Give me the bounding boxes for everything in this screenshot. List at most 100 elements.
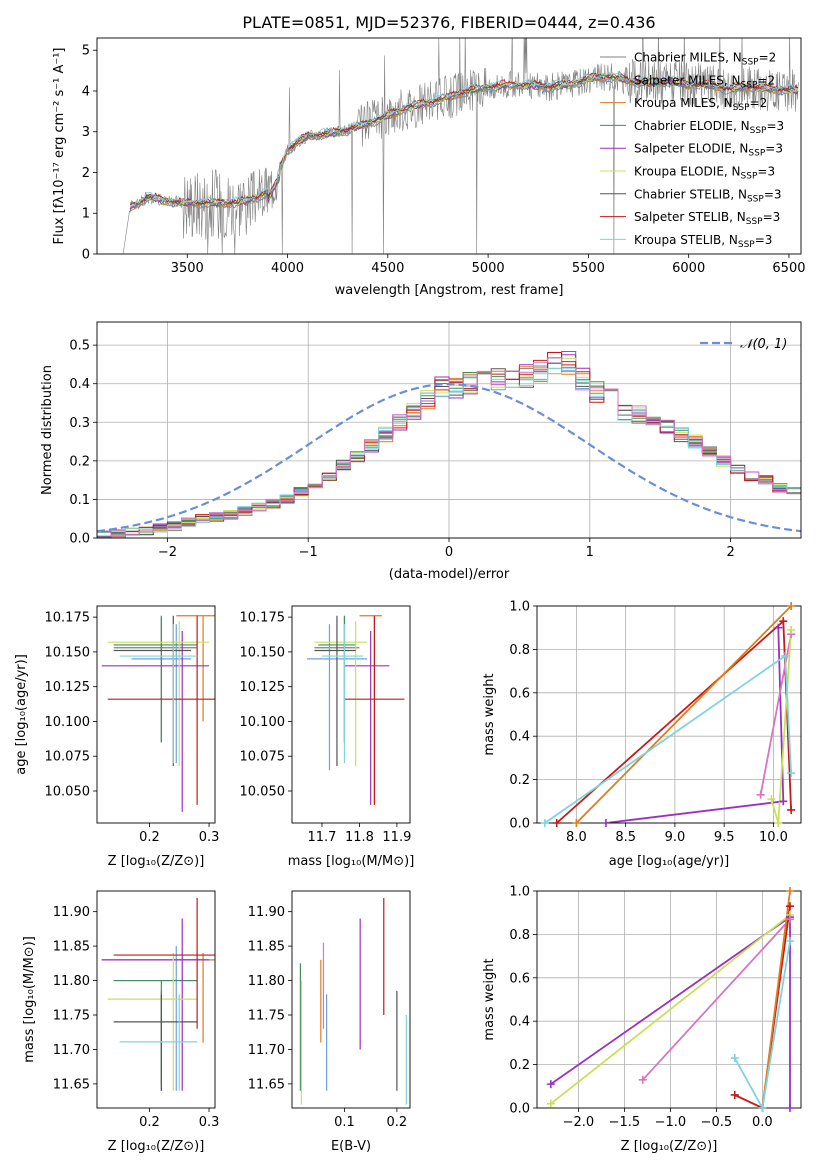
weight-marker: [787, 602, 796, 610]
y-tick-label: 10.175: [240, 611, 286, 626]
x-tick-label: 11.9: [382, 830, 411, 845]
x-tick-label: 0.3: [199, 830, 220, 845]
weight-marker: [785, 936, 794, 945]
y-tick-label: 0.2: [509, 1058, 530, 1073]
model-spectrum-line: [129, 72, 799, 206]
x-tick-label: 5000: [472, 261, 505, 276]
axes-frame: [291, 605, 411, 824]
y-tick-label: 0.6: [509, 971, 530, 986]
weight-marker: [785, 887, 794, 895]
y-tick-label: 4: [82, 84, 90, 99]
y-tick-label: 10.050: [240, 785, 286, 800]
weight-line: [605, 627, 785, 823]
weight-marker: [787, 805, 796, 814]
weight-line: [734, 940, 791, 1108]
weight-marker: [730, 1090, 739, 1099]
x-tick-label: 8.0: [566, 830, 587, 845]
x-tick-label: 1: [586, 545, 594, 560]
weight-marker: [774, 623, 783, 632]
y-tick-label: 11.80: [53, 974, 90, 989]
weight-line: [734, 906, 791, 1108]
legend-label: Salpeter STELIB, NSSP=3: [634, 210, 780, 227]
x-tick-label: 3500: [171, 261, 204, 276]
weight-line: [550, 914, 791, 1105]
x-tick-label: 9.0: [665, 830, 686, 845]
weight-line: [544, 654, 792, 823]
legend-label: Salpeter ELODIE, NSSP=3: [634, 142, 783, 159]
y-tick-label: 0.3: [69, 416, 90, 431]
x-axis-label: Z [log₁₀(Z/Z⊙)]: [108, 1139, 205, 1154]
plot-area: [97, 351, 801, 538]
axes-frame: [536, 605, 802, 824]
legend-label: Chabrier ELODIE, NSSP=3: [634, 119, 784, 136]
axes-frame: [96, 37, 802, 255]
y-tick-label: 11.65: [248, 1077, 285, 1092]
data-spectrum-line: [121, 38, 799, 254]
x-axis-label: Z [log₁₀(Z/Z⊙)]: [621, 1139, 718, 1154]
y-tick-label: 10.175: [45, 611, 91, 626]
x-tick-label: 9.5: [714, 830, 735, 845]
plot-area: [101, 615, 215, 812]
y-tick-label: 10.100: [45, 715, 91, 730]
y-tick-label: 11.85: [248, 940, 285, 955]
histogram-panel: −2 −1 0 1 2 0.0 0.1 0.2 0.3 0.4 0.5 (data-model)/er…: [40, 321, 802, 582]
weight-marker: [552, 819, 561, 827]
y-tick-label: 1: [82, 207, 90, 222]
weight-marker: [638, 1075, 647, 1084]
weight-marker: [785, 902, 794, 911]
weight-line: [575, 606, 792, 823]
histogram-step: [97, 367, 801, 538]
y-axis-label: mass [log₁₀(M/M⊙)]: [22, 936, 37, 1063]
weight-marker: [779, 617, 788, 626]
legend-label: Chabrier MILES, NSSP=2: [634, 51, 776, 68]
x-tick-label: 0.3: [199, 1115, 220, 1130]
x-tick-label: 4500: [371, 261, 404, 276]
y-tick-label: 10.150: [240, 645, 286, 660]
plot-area: [101, 897, 215, 1091]
x-tick-label: 0: [445, 545, 453, 560]
weight-marker: [572, 819, 581, 827]
y-tick-label: 10.050: [45, 785, 91, 800]
x-tick-label: 5500: [572, 261, 605, 276]
axes-frame: [536, 890, 802, 1109]
y-tick-label: 3: [82, 125, 90, 140]
y-tick-label: 0.1: [69, 493, 90, 508]
x-tick-label: 0.2: [139, 830, 160, 845]
weight-marker: [730, 1054, 739, 1063]
y-tick-label: 0.2: [509, 773, 530, 788]
weight-marker: [785, 1104, 794, 1112]
x-tick-label: 8.5: [615, 830, 636, 845]
plot-area: [544, 606, 792, 823]
y-axis-label: mass weight: [482, 958, 497, 1040]
spectrum-panel: 3500 4000 4500 5000 5500 6000 6500 0 1 2 3 4 5 wavele…: [52, 37, 806, 298]
legend-label: Salpeter MILES, NSSP=2: [634, 73, 775, 90]
x-axis-label: Z [log₁₀(Z/Z⊙)]: [108, 854, 205, 869]
y-tick-label: 11.65: [53, 1077, 90, 1092]
y-tick-label: 0.5: [69, 339, 90, 354]
x-tick-label: 6500: [772, 261, 805, 276]
y-tick-label: 0.8: [509, 643, 530, 658]
y-tick-label: 0.4: [509, 1015, 530, 1030]
x-tick-label: 4000: [271, 261, 304, 276]
y-tick-label: 10.125: [45, 680, 91, 695]
legend-label: Kroupa STELIB, NSSP=3: [634, 233, 772, 250]
age-weight-panel: 8.0 8.5 9.0 9.5 10.0 0.0 0.2 0.4 0.6 0.8 1.0 age [l…: [482, 600, 802, 869]
weight-marker: [767, 795, 776, 804]
x-tick-label: −1: [299, 545, 318, 560]
mass-age-panel: 11.7 11.8 11.9 10.050 10.075 10.100 10.125 10.1…: [240, 605, 414, 869]
y-tick-label: 1.0: [509, 885, 530, 900]
x-tick-label: −2: [158, 545, 177, 560]
weight-marker: [781, 651, 790, 660]
axes-frame: [96, 605, 216, 824]
y-tick-label: 11.90: [53, 905, 90, 920]
weight-marker: [785, 915, 794, 924]
y-tick-label: 11.70: [248, 1043, 285, 1058]
weight-marker: [546, 1099, 555, 1108]
y-tick-label: 2: [82, 166, 90, 181]
weight-line: [556, 619, 792, 823]
y-tick-label: 11.90: [248, 905, 285, 920]
plot-area: [299, 897, 407, 1105]
x-axis-label: (data-model)/error: [389, 567, 510, 582]
y-tick-label: 0.0: [69, 532, 90, 547]
y-tick-label: 11.85: [53, 940, 90, 955]
